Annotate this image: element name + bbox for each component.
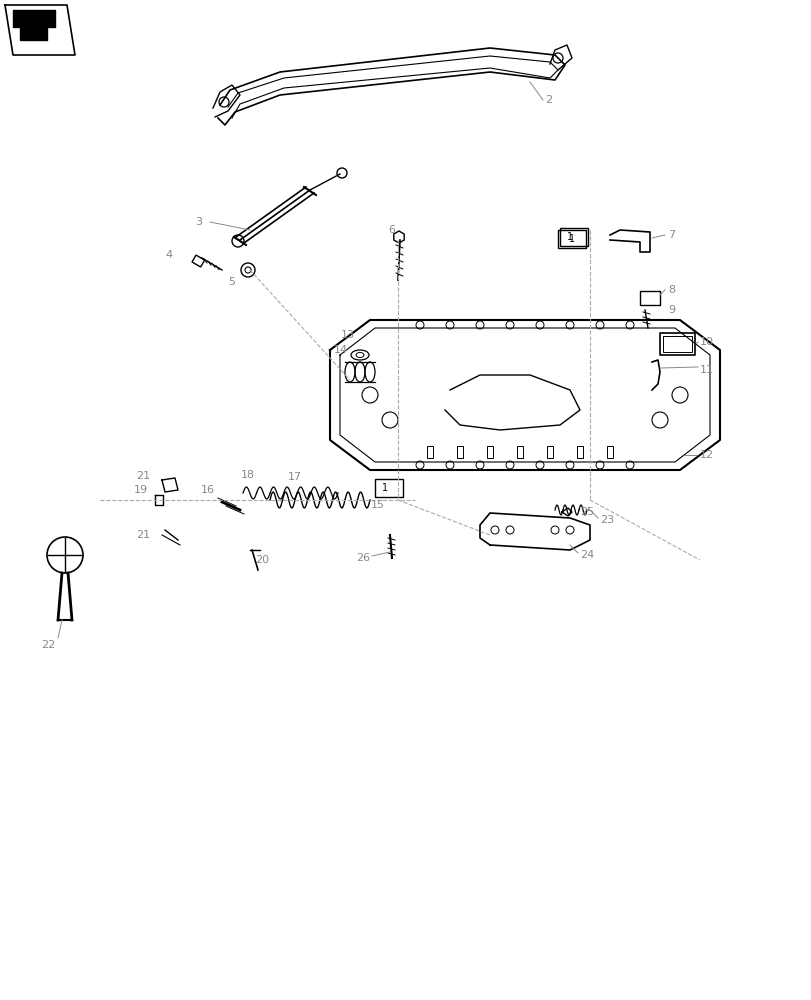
Text: 23: 23 xyxy=(599,515,613,525)
Bar xyxy=(607,446,612,458)
Text: 3: 3 xyxy=(195,217,202,227)
Text: 2: 2 xyxy=(544,95,551,105)
Text: 9: 9 xyxy=(667,305,674,315)
Bar xyxy=(487,446,492,458)
Text: 1: 1 xyxy=(381,483,388,493)
Text: 15: 15 xyxy=(371,500,384,510)
Text: 25: 25 xyxy=(579,507,594,517)
Bar xyxy=(427,446,432,458)
Text: 26: 26 xyxy=(355,553,370,563)
Bar xyxy=(375,479,402,497)
Text: 21: 21 xyxy=(135,471,150,481)
Text: 5: 5 xyxy=(228,277,234,287)
Text: 8: 8 xyxy=(667,285,674,295)
Text: 1: 1 xyxy=(566,232,573,242)
Bar xyxy=(557,230,586,248)
Text: 10: 10 xyxy=(699,337,713,347)
Text: 4: 4 xyxy=(165,250,172,260)
Bar xyxy=(191,255,204,267)
Text: 13: 13 xyxy=(341,330,354,340)
Text: 14: 14 xyxy=(333,345,348,355)
Text: 24: 24 xyxy=(579,550,594,560)
Bar xyxy=(639,291,659,305)
Bar xyxy=(577,446,582,458)
Bar xyxy=(560,228,587,246)
Bar xyxy=(547,446,552,458)
Text: 12: 12 xyxy=(699,450,713,460)
Text: 22: 22 xyxy=(41,640,55,650)
Text: 6: 6 xyxy=(388,225,394,235)
Text: 1: 1 xyxy=(569,234,574,244)
Text: 19: 19 xyxy=(134,485,148,495)
Text: 16: 16 xyxy=(201,485,215,495)
Bar xyxy=(517,446,522,458)
Text: 20: 20 xyxy=(255,555,268,565)
Text: 7: 7 xyxy=(667,230,674,240)
Text: 21: 21 xyxy=(135,530,150,540)
Text: 18: 18 xyxy=(241,470,255,480)
Bar xyxy=(659,333,694,355)
Text: 17: 17 xyxy=(288,472,302,482)
Bar xyxy=(457,446,462,458)
Bar xyxy=(663,336,691,352)
Text: 11: 11 xyxy=(699,365,713,375)
